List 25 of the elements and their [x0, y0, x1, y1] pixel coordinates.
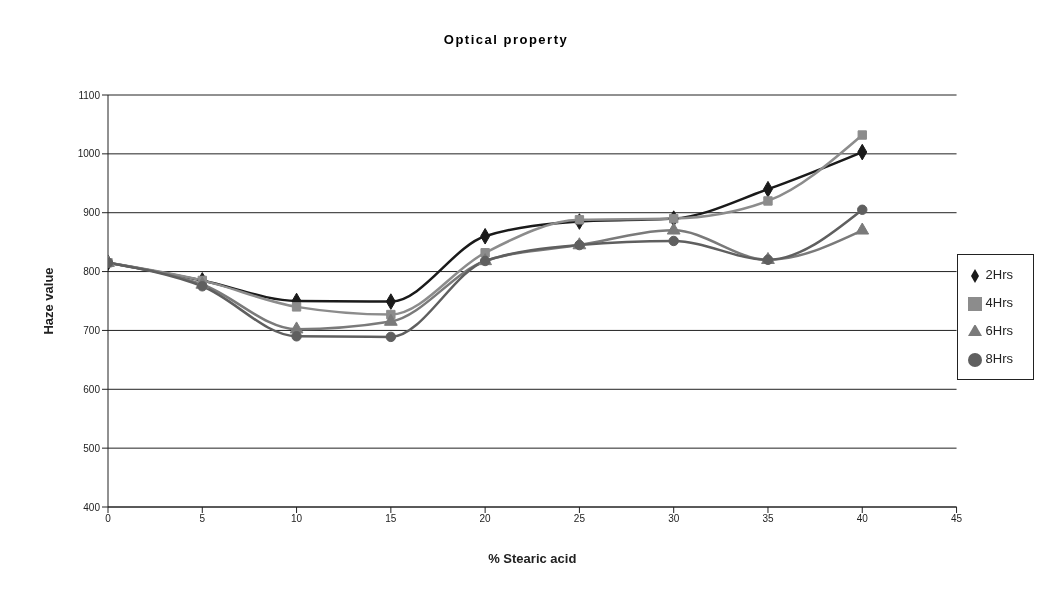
x-tick-label: 15 — [385, 513, 397, 525]
x-tick-label: 10 — [291, 513, 303, 525]
x-tick-label: 25 — [573, 513, 586, 525]
x-tick-label: 20 — [479, 513, 492, 525]
chart-title: Optical property — [442, 32, 570, 47]
legend-label: 2Hrs — [985, 267, 1013, 282]
x-tick-label: 0 — [105, 513, 112, 525]
x-tick-label: 30 — [668, 513, 680, 525]
y-tick-label: 500 — [83, 442, 101, 454]
y-tick-label: 700 — [83, 324, 101, 336]
x-tick-label: 40 — [856, 513, 869, 525]
y-tick-label: 900 — [83, 207, 101, 219]
y-tick-label: 400 — [83, 501, 101, 513]
x-tick-label: 35 — [762, 513, 774, 525]
legend-label: 4Hrs — [985, 295, 1013, 310]
legend-label: 6Hrs — [985, 323, 1013, 338]
y-tick-label: 1000 — [77, 148, 101, 160]
y-axis-title: Haze value — [40, 267, 56, 335]
x-tick-label: 5 — [199, 513, 206, 525]
legend-label: 8Hrs — [985, 351, 1013, 366]
y-tick-label: 1100 — [78, 89, 101, 101]
x-axis-title: % Stearic acid — [488, 551, 577, 566]
y-tick-label: 800 — [83, 266, 101, 278]
x-tick-label: 45 — [950, 513, 963, 525]
y-tick-label: 600 — [83, 383, 101, 395]
